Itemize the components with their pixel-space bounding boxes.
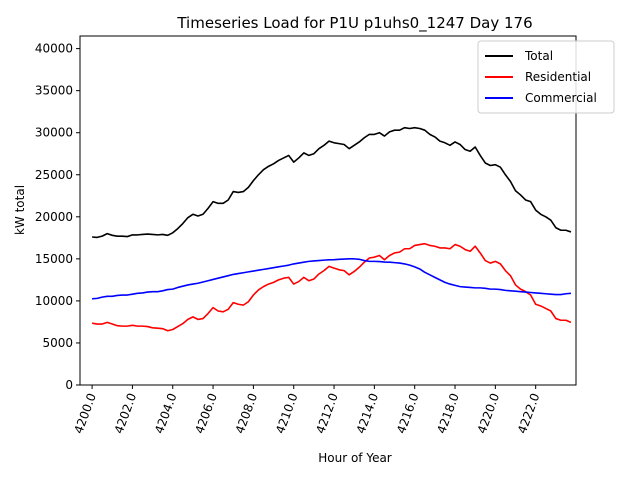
legend-label-commercial: Commercial (525, 91, 597, 105)
x-tick-label: 4212.0 (313, 391, 341, 435)
x-tick-label: 4216.0 (394, 391, 422, 435)
legend-box (477, 40, 615, 114)
x-axis-label: Hour of Year (318, 451, 392, 465)
x-tick-label: 4218.0 (434, 391, 462, 435)
y-tick-label: 10000 (35, 294, 73, 308)
chart-title: Timeseries Load for P1U p1uhs0_1247 Day … (176, 14, 532, 33)
legend-label-total: Total (524, 49, 553, 63)
y-tick-label: 5000 (42, 336, 73, 350)
y-tick-label: 20000 (35, 210, 73, 224)
x-tick-label: 4214.0 (354, 391, 382, 435)
y-tick-label: 25000 (35, 168, 73, 182)
x-tick-label: 4210.0 (273, 391, 301, 435)
y-tick-label: 35000 (35, 84, 73, 98)
series-group (91, 126, 572, 332)
x-tick-label: 4222.0 (515, 391, 543, 435)
x-tick-label: 4200.0 (71, 391, 99, 435)
x-tick-label: 4208.0 (233, 391, 261, 435)
y-tick-label: 30000 (35, 126, 73, 140)
plot-area (79, 35, 577, 386)
x-tick-label: 4202.0 (112, 391, 140, 435)
x-tick-label: 4206.0 (192, 391, 220, 435)
y-axis: 0 5000 10000 15000 20000 25000 30000 35000 40000 (35, 42, 80, 392)
series-line-total (92, 126, 572, 239)
y-axis-label: kW total (13, 185, 27, 235)
series-line-residential (91, 242, 572, 332)
legend-label-residential: Residential (525, 70, 591, 84)
series-line-commercial (92, 258, 572, 300)
y-tick-label: 15000 (35, 252, 73, 266)
x-tick-label: 4204.0 (152, 391, 180, 435)
legend: Total Residential Commercial (477, 40, 615, 114)
y-tick-label: 0 (65, 378, 73, 392)
x-axis: 4200.0 4202.0 4204.0 4206.0 4208.0 4210.0 4212… (71, 385, 542, 435)
y-tick-label: 40000 (35, 42, 73, 56)
plot-frame (79, 35, 577, 386)
x-tick-label: 4220.0 (475, 391, 503, 435)
